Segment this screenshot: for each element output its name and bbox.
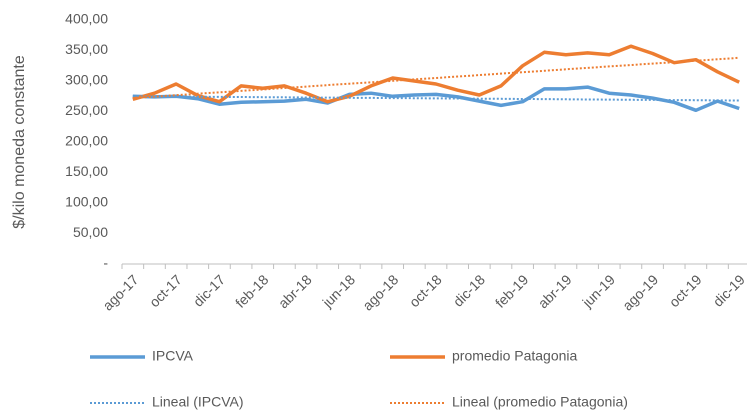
legend-label: promedio Patagonia bbox=[452, 348, 578, 364]
y-tick-label: 50,00 bbox=[73, 224, 108, 240]
trend-line bbox=[132, 95, 740, 102]
legend-label: IPCVA bbox=[152, 348, 194, 364]
legend-label: Lineal (IPCVA) bbox=[152, 394, 244, 410]
x-tick-label: jun-18 bbox=[319, 271, 359, 311]
series-line bbox=[132, 85, 740, 113]
x-tick-label: ago-19 bbox=[619, 271, 661, 313]
y-tick-label: 100,00 bbox=[65, 194, 108, 210]
x-tick-label: dic-18 bbox=[450, 271, 488, 309]
x-tick-label: ago-18 bbox=[359, 271, 401, 313]
x-tick-label: ago-17 bbox=[99, 271, 141, 313]
y-tick-label: 250,00 bbox=[65, 102, 108, 118]
x-tick-label: oct-17 bbox=[146, 271, 185, 310]
y-tick-label: 350,00 bbox=[65, 41, 108, 57]
legend-label: Lineal (promedio Patagonia) bbox=[452, 394, 628, 410]
y-tick-label: - bbox=[103, 255, 108, 271]
trend-line bbox=[132, 56, 740, 100]
x-tick-label: feb-19 bbox=[492, 271, 532, 311]
x-tick-label: abr-18 bbox=[275, 271, 315, 311]
y-tick-label: 400,00 bbox=[65, 11, 108, 27]
x-tick-label: dic-19 bbox=[710, 271, 747, 309]
y-tick-label: 150,00 bbox=[65, 163, 108, 179]
x-tick-label: dic-17 bbox=[190, 271, 228, 309]
x-tick-label: oct-19 bbox=[666, 271, 705, 310]
y-tick-label: 300,00 bbox=[65, 72, 108, 88]
y-axis-title: $/kilo moneda constante bbox=[11, 55, 28, 229]
x-tick-label: feb-18 bbox=[232, 271, 272, 311]
x-tick-label: oct-18 bbox=[406, 271, 445, 310]
x-tick-label: jun-19 bbox=[578, 271, 618, 311]
y-tick-label: 200,00 bbox=[65, 133, 108, 149]
x-tick-label: abr-19 bbox=[535, 271, 575, 311]
